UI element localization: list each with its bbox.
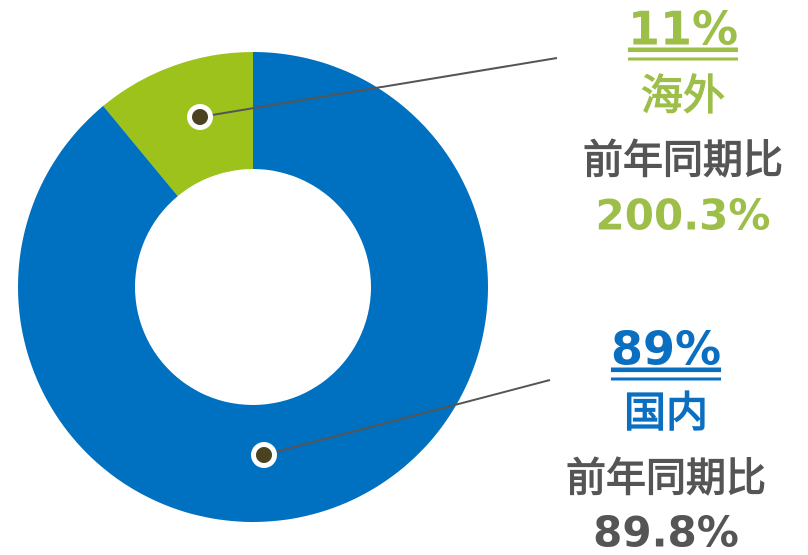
leader-line [263, 379, 551, 456]
category-label: 国内 [624, 388, 708, 437]
annotation-value: 200.3% [596, 191, 771, 240]
leader-dot [192, 109, 208, 125]
donut-segment [17, 52, 488, 522]
annotation-label: 前年同期比 [583, 137, 783, 183]
donut-segment [103, 52, 254, 197]
value-label: 11% [628, 2, 738, 56]
annotation-label: 前年同期比 [566, 455, 766, 501]
category-label: 海外 [641, 71, 725, 120]
leader-dot [256, 447, 272, 463]
leader-line [199, 57, 558, 118]
value-label: 89% [611, 322, 721, 376]
annotation-value: 89.8% [593, 508, 739, 555]
